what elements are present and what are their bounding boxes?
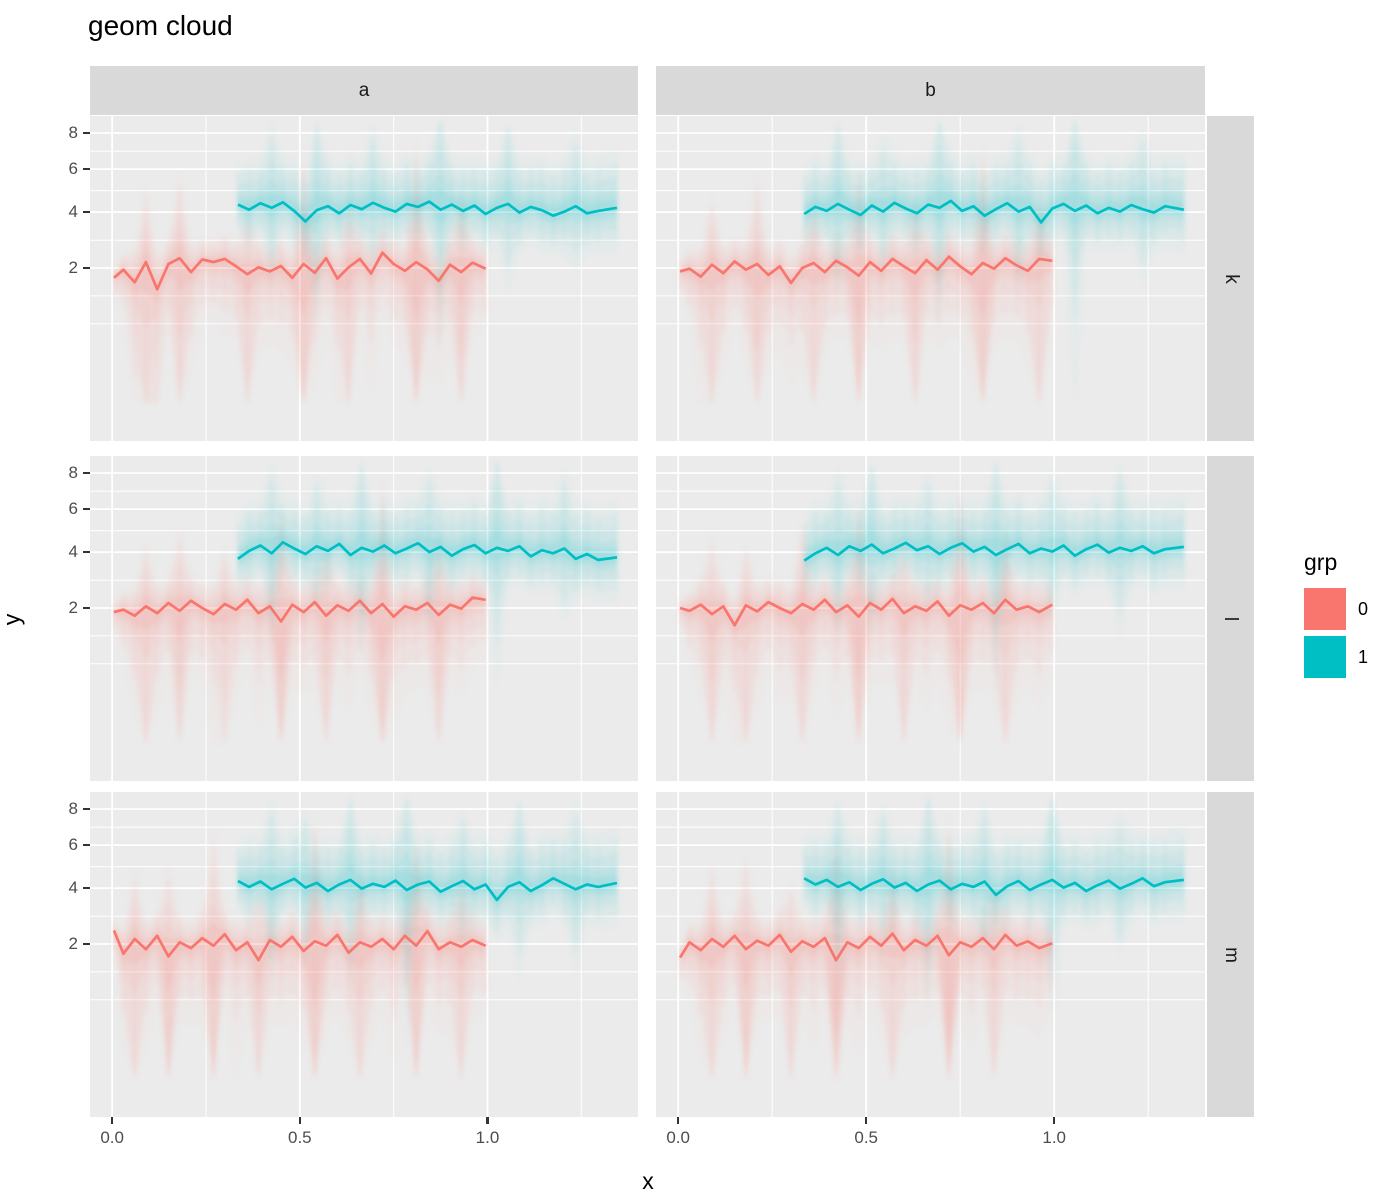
y-axis-tick-mark [83,211,90,214]
y-tick-label: 4 [68,542,78,562]
cloud-grp1-layer [804,119,1184,307]
line-grp1 [803,199,1185,224]
panel-a-k [90,116,638,441]
x-axis-title: x [642,1168,654,1194]
x-axis-tick-mark [865,1117,868,1124]
facet-strip-row-label-k: k [1220,273,1242,284]
facet-strip-col-b: b [656,66,1205,115]
y-tick-label: 8 [68,798,78,818]
y-tick-label: 6 [68,159,78,179]
y-axis-tick-mark [83,471,90,475]
x-axis-tick-mark [677,1117,680,1124]
cloud-grp1-layer [237,119,617,298]
legend-label-grp0: 0 [1358,598,1369,619]
y-axis-tick-mark [83,887,90,890]
y-tick-label: 2 [68,598,78,618]
y-tick-label: 2 [68,934,78,954]
panel-b-m [656,792,1205,1117]
line-grp0 [679,255,1053,285]
legend-title: grp [1304,549,1338,575]
panel-a-m [90,792,638,1117]
x-axis-tick-mark [486,1117,489,1124]
facet-strip-row-label-m: m [1220,946,1242,963]
y-tick-label: 4 [68,202,78,222]
line-grp1 [803,876,1185,897]
legend-item-grp0: 0 [1302,588,1400,630]
y-tick-label: 8 [68,462,78,482]
y-axis-tick-mark [83,508,90,511]
line-grp1 [237,876,618,902]
y-tick-label: 8 [68,122,78,142]
cloud-grp0-layer [114,834,486,1080]
line-grp1 [803,541,1185,562]
legend-key-grp0-swatch [1304,588,1346,630]
facet-strip-row-label-l: l [1220,616,1242,621]
line-grp0 [112,929,487,962]
line-grp0 [679,597,1053,627]
x-tick-label: 1.0 [475,1128,500,1147]
cloud-grp0-layer [680,165,1053,404]
x-tick-label: 0.0 [666,1128,690,1147]
line-grp1 [237,540,618,562]
cloud-grp1-layer [804,795,1184,970]
cloud-grp1 [802,119,1186,318]
panel-b-k [656,116,1205,441]
y-axis-tick-mark [83,551,90,554]
cloud-grp0-layer [680,839,1053,1080]
legend: grp 0 1 [1302,549,1400,684]
line-grp1 [237,200,618,223]
facet-strip-row-l: l [1207,456,1254,781]
y-axis-tick-mark [83,168,90,171]
facet-strip-col-a: a [90,66,638,115]
y-axis-title: y [0,613,25,626]
cloud-grp0 [112,497,488,744]
y-tick-label: 4 [68,878,78,898]
x-axis-tick-mark [111,1117,114,1124]
x-axis-tick-mark [298,1117,301,1124]
y-axis-tick-mark [83,267,90,270]
x-tick-label: 1.0 [1042,1128,1067,1147]
legend-label-grp1: 1 [1358,646,1369,667]
cloud-grp1 [236,119,619,307]
panel-b-l [656,456,1205,781]
facet-strip-row-m: m [1207,792,1254,1117]
x-axis-tick-mark [1053,1117,1056,1124]
x-tick-label: 0.5 [287,1128,312,1147]
legend-item-grp1: 1 [1302,636,1400,678]
x-tick-label: 0.0 [100,1128,124,1147]
cloud-grp0-layer [114,502,486,744]
y-axis-tick-mark [83,943,90,946]
cloud-grp1 [236,459,619,643]
y-tick-label: 6 [68,499,78,519]
y-axis-tick-mark [83,607,90,610]
cloud-grp1-layer [237,459,617,634]
y-axis-tick-mark [83,807,90,811]
y-tick-label: 2 [68,258,78,278]
figure-title: geom cloud [88,10,233,41]
facet-strip-row-k: k [1207,116,1254,441]
line-grp0 [113,251,487,291]
cloud-grp1-layer [237,798,617,982]
y-axis-tick-mark [83,844,90,847]
legend-key-grp1-swatch [1304,636,1346,678]
x-tick-label: 0.5 [854,1128,878,1147]
y-axis-tick-mark [83,131,90,135]
cloud-grp0-layer [114,161,486,404]
line-grp0 [113,596,486,623]
line-grp0 [678,932,1053,962]
y-tick-label: 6 [68,835,78,855]
panel-a-l [90,456,638,781]
